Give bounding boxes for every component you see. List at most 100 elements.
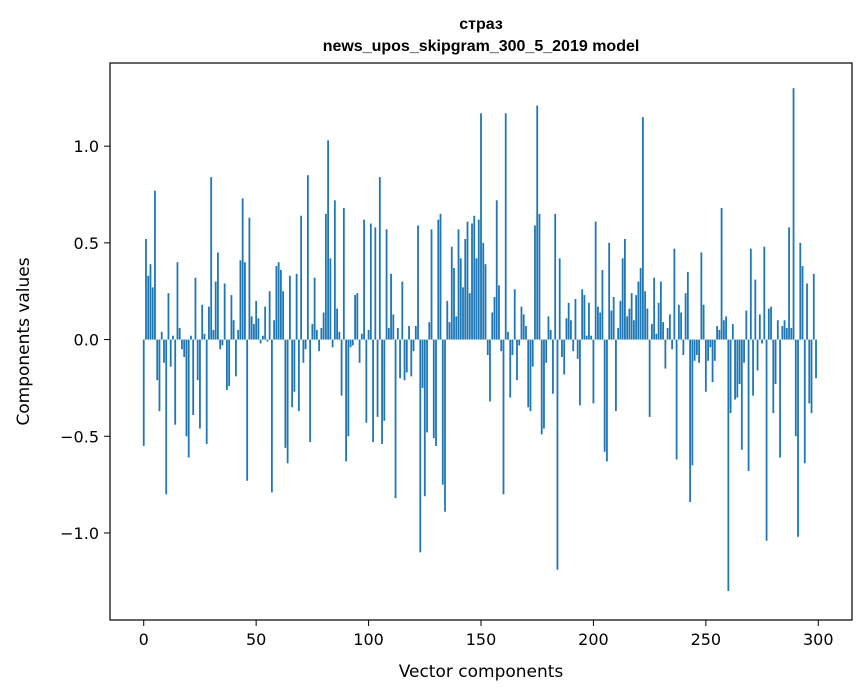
bar <box>664 339 667 369</box>
x-axis-label: Vector components <box>399 662 564 682</box>
bar <box>752 339 754 396</box>
bar <box>686 271 689 340</box>
bar <box>570 320 572 340</box>
bar <box>237 329 240 340</box>
bar <box>192 339 195 415</box>
bar <box>369 223 372 340</box>
bar <box>311 324 314 340</box>
bar <box>374 227 377 340</box>
bar <box>336 308 338 340</box>
bar <box>657 302 660 340</box>
bar <box>462 287 464 340</box>
bar <box>423 339 426 497</box>
bar <box>214 281 217 340</box>
bar <box>358 339 361 363</box>
bar <box>516 339 518 381</box>
bar <box>253 324 255 340</box>
bar <box>387 327 390 340</box>
bar <box>630 293 633 340</box>
bar <box>668 314 671 340</box>
bar <box>484 264 487 340</box>
bar <box>547 316 550 340</box>
bar <box>230 295 233 340</box>
bar <box>556 339 559 570</box>
bar <box>426 339 428 433</box>
bar <box>788 227 790 340</box>
bar <box>432 339 435 439</box>
bar <box>635 295 638 340</box>
bar <box>653 277 656 340</box>
bar <box>583 295 586 340</box>
bar <box>390 273 392 340</box>
bar <box>513 289 516 340</box>
bar <box>716 326 718 340</box>
bar <box>349 339 352 348</box>
bar <box>241 198 244 340</box>
bar <box>774 339 777 385</box>
bar <box>392 314 395 340</box>
bar <box>354 295 356 340</box>
bar <box>160 331 163 340</box>
bar <box>794 339 797 437</box>
bar <box>239 260 242 340</box>
bar <box>396 327 399 340</box>
bar <box>286 339 289 464</box>
bar <box>295 273 298 340</box>
bar <box>376 339 379 417</box>
bar <box>567 302 570 340</box>
bar <box>709 339 712 348</box>
bar <box>468 293 471 340</box>
bar <box>619 300 622 340</box>
bar <box>646 308 649 340</box>
bar <box>637 281 640 340</box>
bar <box>754 279 757 340</box>
bar <box>147 275 150 340</box>
bar <box>745 310 748 340</box>
bar <box>410 339 413 377</box>
bar <box>399 339 401 379</box>
bar <box>806 283 808 340</box>
bar <box>597 306 599 340</box>
bar <box>457 229 460 340</box>
bar <box>525 326 527 340</box>
bar <box>201 304 204 340</box>
bar <box>210 177 213 340</box>
bar <box>477 219 480 340</box>
bar <box>552 339 554 394</box>
bar <box>459 258 462 340</box>
x-axis-ticks: 0 50 100 150 200 250 300 <box>139 620 834 649</box>
bar <box>628 308 631 340</box>
bar <box>812 273 815 340</box>
bar <box>437 219 440 340</box>
bar <box>617 327 620 340</box>
bar <box>450 246 453 340</box>
bar <box>554 213 557 340</box>
bar <box>421 339 424 388</box>
bar <box>235 339 237 377</box>
bar <box>300 215 303 340</box>
bar <box>482 242 485 340</box>
bar <box>250 316 253 340</box>
bar <box>464 239 467 340</box>
bar <box>693 339 696 361</box>
bar <box>498 285 500 340</box>
bar <box>145 239 147 340</box>
bar <box>414 326 417 340</box>
bar <box>720 208 723 340</box>
bar <box>549 329 552 340</box>
bar <box>700 252 703 340</box>
bar <box>486 339 489 356</box>
x-tick-label: 300 <box>803 630 834 649</box>
bar <box>340 339 343 396</box>
x-tick-label: 250 <box>691 630 722 649</box>
bar <box>435 339 437 446</box>
bar <box>684 293 687 340</box>
bar <box>219 339 222 350</box>
bar <box>466 221 469 340</box>
bar <box>273 320 276 340</box>
bar <box>199 339 201 429</box>
bar <box>689 339 692 503</box>
bar <box>471 223 473 340</box>
bar <box>217 252 219 340</box>
